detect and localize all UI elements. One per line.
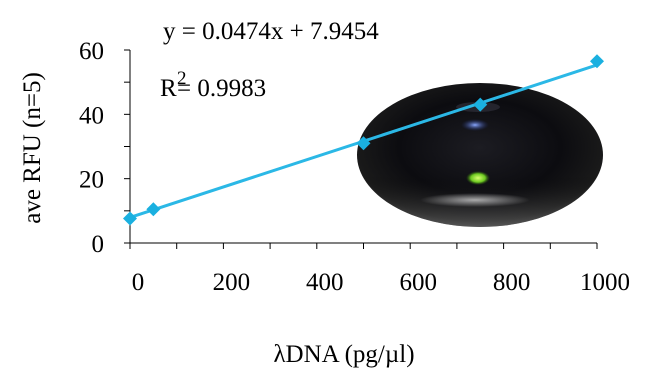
x-tick-label: 1000 [580, 269, 630, 296]
x-tick-label: 600 [399, 269, 437, 296]
data-point [356, 136, 371, 151]
x-tick-label: 0 [132, 269, 145, 296]
x-axis-title: λDNA (pg/µl) [273, 341, 414, 368]
data-point [473, 97, 488, 112]
y-tick-label: 20 [79, 167, 104, 194]
x-tick-label: 200 [213, 269, 251, 296]
data-point [590, 54, 604, 69]
data-point [146, 202, 161, 217]
svg-text:2: 2 [177, 68, 187, 89]
y-tick-label: 60 [79, 38, 104, 65]
y-tick-label: 0 [92, 231, 105, 258]
y-tick-label: 40 [79, 102, 104, 129]
x-tick-label: 800 [493, 269, 531, 296]
data-point [123, 211, 137, 226]
x-tick-label: 400 [306, 269, 344, 296]
r-squared-label: R 2 = 0.9983 [160, 68, 266, 102]
svg-text:= 0.9983: = 0.9983 [177, 75, 266, 102]
equation-label: y = 0.0474x + 7.9454 [163, 18, 379, 45]
svg-text:R: R [160, 75, 177, 102]
y-ticks: 0 20 40 60 [79, 38, 130, 258]
y-axis-title: ave RFU (n=5) [19, 72, 46, 224]
data-points [123, 54, 604, 226]
x-ticks: 0 200 400 600 800 1000 [129, 243, 630, 296]
